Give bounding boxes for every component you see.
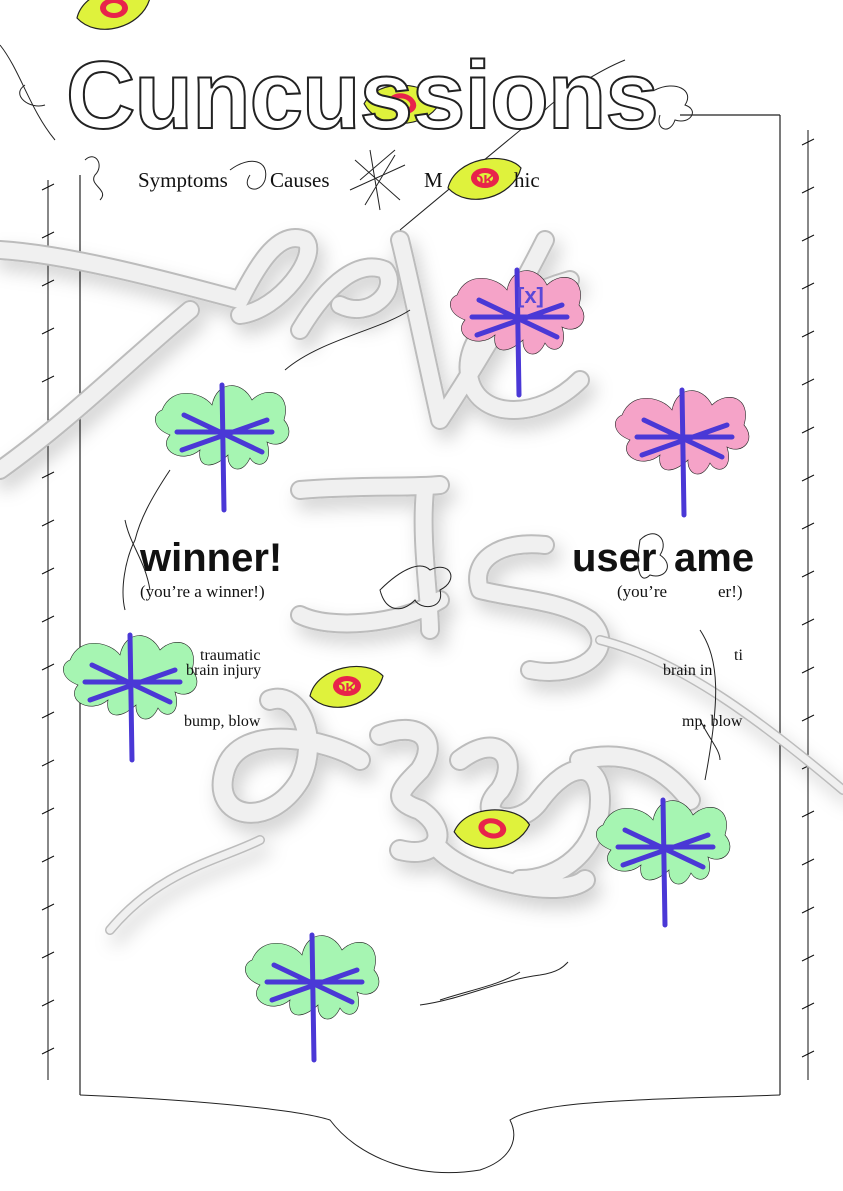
right-text-traumatic-fragment: ti bbox=[734, 647, 743, 664]
left-subtitle: (you’re a winner!) bbox=[140, 582, 265, 601]
right-heading-start: user bbox=[572, 536, 657, 580]
scribble-lines bbox=[0, 44, 781, 1173]
leaf-badge-icon-1 bbox=[76, 0, 151, 30]
right-subtitle-start: (you’re bbox=[617, 582, 668, 601]
right-heading-end: ame bbox=[674, 536, 755, 580]
barbed-wire-right-icon bbox=[801, 130, 815, 1080]
svg-text:OK: OK bbox=[472, 172, 495, 189]
barbed-wire-left-icon bbox=[41, 180, 55, 1080]
left-text-traumatic: traumatic bbox=[200, 647, 261, 664]
left-heading: winner! bbox=[140, 536, 283, 580]
dragonfly-icon-green-1 bbox=[155, 385, 289, 510]
dragonfly-icon-green-3 bbox=[596, 800, 730, 925]
page-title: Cuncussions bbox=[65, 42, 660, 149]
graffiti-lettering bbox=[0, 228, 843, 935]
ok-leaf-icon-2[interactable]: OK bbox=[309, 665, 384, 708]
frame-border bbox=[79, 114, 781, 1095]
right-text-brain-injury-fragment: brain in bbox=[663, 662, 713, 679]
left-text-bump-blow: bump, blow bbox=[184, 713, 261, 730]
svg-text:OK: OK bbox=[334, 680, 357, 697]
nav-link-hic[interactable]: hic bbox=[514, 168, 540, 192]
dragonfly-icon-pink-2 bbox=[615, 390, 749, 515]
dragonfly-icon-green-2 bbox=[63, 635, 197, 760]
ok-leaf-icon-1[interactable]: OK bbox=[447, 157, 522, 200]
dragonfly-icon-green-4 bbox=[245, 935, 379, 1060]
nav-link-causes[interactable]: Causes bbox=[270, 168, 330, 192]
nav-link-symptoms[interactable]: Symptoms bbox=[138, 168, 228, 192]
close-button[interactable]: [x] bbox=[517, 283, 544, 308]
right-subtitle-end: er!) bbox=[718, 582, 743, 601]
right-text-bump-blow-fragment: mp, blow bbox=[682, 713, 743, 730]
left-text-brain-injury: brain injury bbox=[186, 662, 262, 679]
nav-link-m[interactable]: M bbox=[424, 168, 443, 192]
